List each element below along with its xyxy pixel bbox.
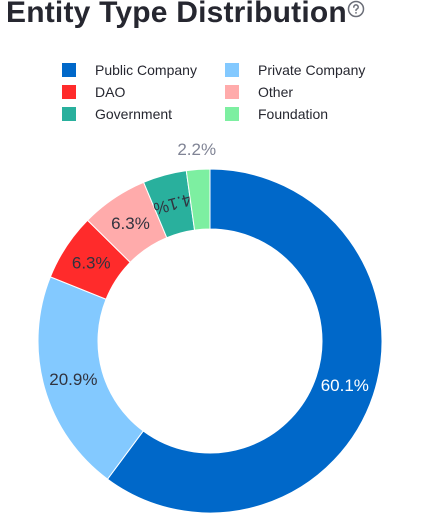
donut-chart: 60.1%20.9%6.3%6.3%4.1%2.2%	[37, 140, 383, 514]
chart-title: Entity Type Distribution	[6, 0, 347, 29]
legend-item-government[interactable]: Government	[62, 106, 225, 122]
legend-label: Other	[258, 84, 294, 100]
legend-swatch	[62, 85, 76, 99]
legend-label: Government	[95, 106, 173, 122]
legend-label: Public Company	[95, 62, 197, 78]
legend-swatch	[225, 85, 239, 99]
donut-slice-foundation[interactable]	[185, 168, 211, 231]
legend-swatch	[225, 107, 239, 121]
question-circle-icon[interactable]	[347, 0, 365, 18]
legend-swatch	[62, 63, 76, 77]
slice-label: 6.3%	[72, 254, 111, 273]
legend-label: Foundation	[258, 106, 329, 122]
slice-label: 6.3%	[111, 214, 150, 233]
donut-slice-public-company[interactable]	[106, 168, 383, 514]
slice-label: 2.2%	[177, 140, 216, 159]
legend-swatch	[225, 63, 239, 77]
legend-item-public-company[interactable]: Public Company	[62, 62, 225, 78]
legend-item-other[interactable]: Other	[225, 84, 375, 100]
legend-item-foundation[interactable]: Foundation	[225, 106, 375, 122]
legend-label: Private Company	[258, 62, 366, 78]
legend-item-dao[interactable]: DAO	[62, 84, 225, 100]
legend-swatch	[62, 107, 76, 121]
legend-item-private-company[interactable]: Private Company	[225, 62, 375, 78]
slice-label: 60.1%	[321, 376, 369, 395]
chart-legend: Public Company Private Company DAO Other…	[62, 62, 402, 122]
legend-label: DAO	[95, 84, 126, 100]
slice-label: 20.9%	[49, 370, 97, 389]
